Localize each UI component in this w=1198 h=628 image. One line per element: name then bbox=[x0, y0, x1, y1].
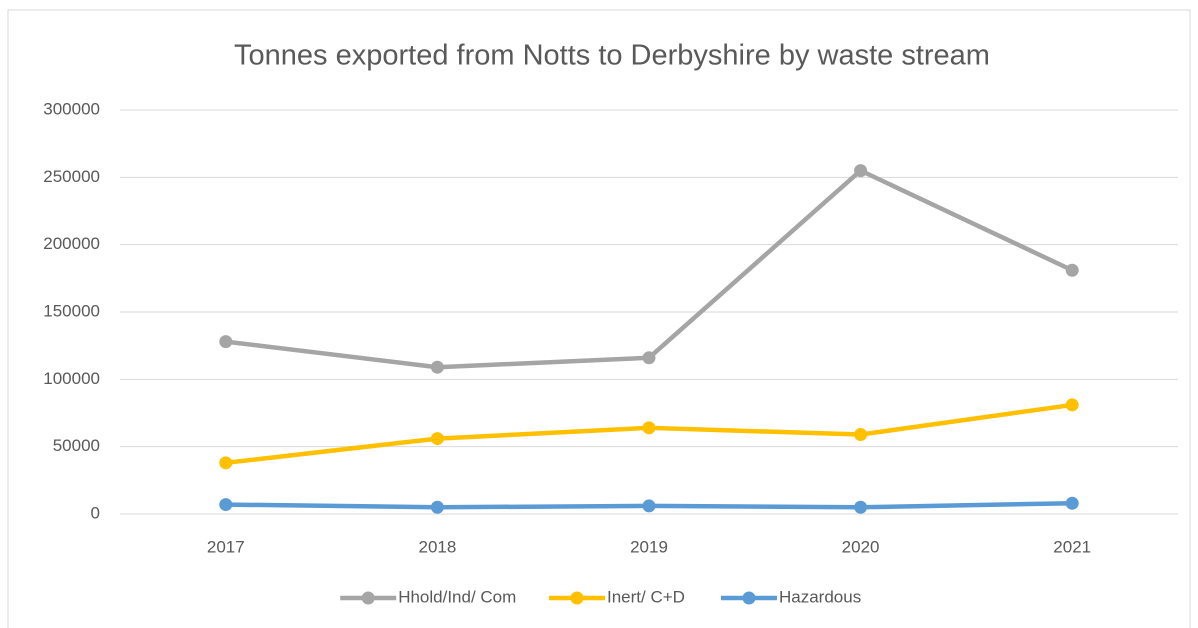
point bbox=[430, 500, 444, 514]
y-tick-label: 200000 bbox=[43, 234, 100, 253]
x-tick-label: 2021 bbox=[1053, 537, 1091, 556]
y-tick-label: 300000 bbox=[43, 99, 100, 118]
point bbox=[642, 421, 656, 435]
point bbox=[642, 499, 656, 513]
point bbox=[642, 351, 656, 365]
legend-marker bbox=[742, 591, 756, 605]
legend-label: Inert/ C+D bbox=[607, 587, 685, 606]
y-tick-label: 100000 bbox=[43, 369, 100, 388]
legend-marker bbox=[361, 591, 375, 605]
legend-label: Hhold/Ind/ Com bbox=[398, 587, 516, 606]
legend-label: Hazardous bbox=[779, 587, 861, 606]
point bbox=[1065, 398, 1079, 412]
legend-marker bbox=[570, 591, 584, 605]
point bbox=[1065, 496, 1079, 510]
point bbox=[219, 335, 233, 349]
y-tick-label: 0 bbox=[91, 503, 100, 522]
point bbox=[1065, 263, 1079, 277]
point bbox=[219, 498, 233, 512]
point bbox=[430, 432, 444, 446]
point bbox=[854, 164, 868, 178]
point bbox=[219, 456, 233, 470]
x-tick-label: 2017 bbox=[207, 537, 245, 556]
chart-border bbox=[7, 9, 1191, 628]
point bbox=[854, 428, 868, 442]
x-tick-label: 2020 bbox=[842, 537, 880, 556]
point bbox=[430, 360, 444, 374]
x-tick-label: 2019 bbox=[630, 537, 668, 556]
y-tick-label: 50000 bbox=[53, 436, 100, 455]
chart-title: Tonnes exported from Notts to Derbyshire… bbox=[234, 40, 990, 72]
y-tick-label: 250000 bbox=[43, 167, 100, 186]
point bbox=[854, 500, 868, 514]
x-tick-label: 2018 bbox=[418, 537, 456, 556]
y-tick-label: 150000 bbox=[43, 301, 100, 320]
